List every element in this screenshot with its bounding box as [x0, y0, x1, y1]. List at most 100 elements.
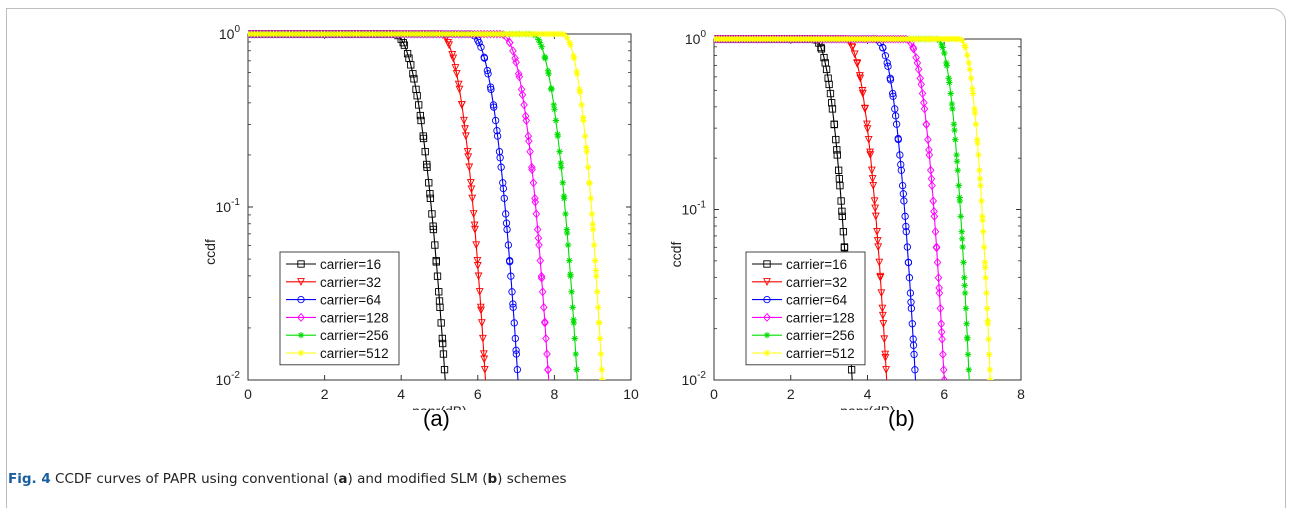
series-carrier-512 [248, 30, 606, 380]
data-point [897, 160, 905, 169]
data-point [540, 302, 548, 312]
data-point [479, 350, 488, 359]
caption-text-3: ) schemes [497, 471, 567, 487]
legend-label: carrier=256 [320, 328, 389, 343]
data-point [821, 59, 829, 67]
data-point [905, 274, 914, 282]
data-point [933, 257, 942, 267]
data-point [489, 101, 498, 109]
data-point [936, 303, 945, 313]
data-point [965, 366, 972, 373]
data-point [563, 34, 571, 41]
data-point [504, 241, 513, 249]
data-point [497, 163, 505, 171]
data-point [983, 289, 990, 297]
data-point [940, 375, 949, 380]
data-point [429, 225, 438, 234]
data-point [426, 190, 434, 198]
data-point [866, 148, 874, 157]
data-point [493, 126, 501, 135]
data-point [830, 120, 838, 128]
data-point [543, 349, 551, 359]
data-point [869, 181, 878, 190]
data-point [410, 75, 418, 83]
data-point [550, 101, 557, 109]
data-point [599, 376, 606, 380]
data-point [937, 319, 946, 329]
data-point [826, 89, 835, 98]
legend-label: carrier=64 [786, 293, 848, 308]
data-point [939, 365, 948, 375]
data-point [828, 105, 837, 113]
x-tick-label: 8 [1017, 386, 1025, 402]
plot-area [248, 30, 606, 380]
legend-label: carrier=16 [320, 257, 381, 272]
data-point [871, 212, 880, 221]
data-point [934, 273, 943, 283]
y-axis-label: ccdf [202, 239, 218, 265]
data-point [431, 241, 439, 249]
data-point [467, 185, 476, 194]
data-point [423, 163, 431, 171]
x-tick-label: 2 [787, 386, 795, 402]
data-point [908, 320, 916, 328]
data-point [976, 167, 983, 174]
data-point [468, 194, 477, 203]
data-point [581, 132, 589, 140]
data-point [533, 224, 542, 234]
data-point [438, 334, 446, 343]
data-point [556, 148, 563, 155]
x-tick-label: 8 [551, 386, 559, 402]
data-point [918, 89, 927, 99]
data-point [962, 305, 970, 312]
data-point [971, 110, 979, 117]
data-point [532, 209, 541, 219]
data-point [847, 366, 856, 374]
data-point [409, 70, 417, 78]
data-point [947, 90, 954, 97]
data-point [597, 350, 605, 358]
data-point [958, 235, 966, 243]
data-point [460, 116, 468, 125]
data-point [454, 80, 463, 89]
data-point [987, 376, 994, 380]
data-point [891, 112, 900, 120]
data-point [526, 147, 534, 157]
figure-caption: Fig. 4 CCDF curves of PAPR using convent… [8, 471, 567, 487]
data-point [517, 84, 526, 94]
data-point [560, 31, 568, 38]
data-point [938, 334, 946, 344]
data-point [881, 52, 890, 60]
data-point [545, 70, 552, 77]
data-point [891, 105, 899, 113]
data-point [935, 288, 944, 298]
data-point [964, 335, 971, 343]
data-point [916, 73, 925, 83]
data-point [837, 197, 845, 205]
data-point [566, 257, 573, 264]
data-point [899, 190, 907, 198]
caption-panel-b-ref: b [487, 471, 498, 487]
legend: carrier=16 carrier=32 carrier=64 carrier=12… [745, 251, 866, 366]
data-point [463, 147, 472, 156]
data-point [419, 132, 427, 140]
data-point [939, 44, 946, 51]
data-point [471, 225, 479, 234]
data-point [912, 53, 920, 63]
data-point [866, 151, 875, 160]
data-point [875, 258, 884, 267]
data-point [904, 258, 913, 267]
data-point [953, 151, 960, 159]
data-point [863, 120, 871, 129]
data-point [878, 304, 887, 313]
data-point [483, 66, 492, 75]
data-point [440, 365, 449, 374]
x-tick-label: 0 [710, 386, 718, 402]
legend-marker [763, 260, 771, 268]
data-point [961, 42, 968, 49]
data-point [870, 197, 879, 206]
legend-label: carrier=32 [786, 275, 847, 290]
x-tick-label: 6 [940, 386, 948, 402]
data-point [836, 181, 844, 190]
data-point [964, 51, 971, 59]
